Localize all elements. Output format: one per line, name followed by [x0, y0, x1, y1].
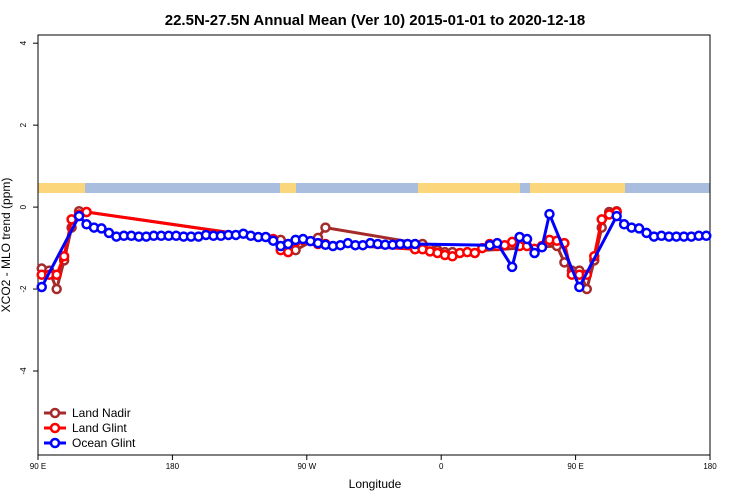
- x-tick-label: 180: [166, 462, 180, 471]
- chart-title: 22.5N-27.5N Annual Mean (Ver 10) 2015-01…: [165, 12, 585, 29]
- data-point: [282, 246, 294, 258]
- data-point: [320, 222, 331, 233]
- series-line: [40, 209, 707, 291]
- x-tick-label: 0: [439, 462, 444, 471]
- data-point: [574, 281, 585, 293]
- y-tick-label: 2: [19, 122, 28, 127]
- data-point: [491, 237, 503, 249]
- y-tick-label: -4: [19, 367, 28, 375]
- legend-marker: [49, 437, 61, 449]
- data-point: [51, 269, 62, 280]
- y-axis-label: XCO2 - MLO trend (ppm): [0, 178, 13, 313]
- legend-label: Land Nadir: [72, 406, 131, 420]
- data-point: [596, 214, 607, 225]
- data-point: [409, 238, 421, 250]
- data-point: [96, 223, 107, 234]
- data-point: [506, 261, 518, 273]
- x-tick-label: 90 E: [30, 462, 46, 471]
- data-point: [701, 230, 712, 242]
- data-point: [633, 223, 645, 234]
- x-tick-label: 180: [703, 462, 717, 471]
- data-point: [521, 233, 533, 245]
- data-point: [81, 206, 92, 218]
- x-tick-label: 90 W: [297, 462, 316, 471]
- legend-label: Ocean Glint: [72, 436, 136, 450]
- legend-marker: [49, 422, 61, 434]
- data-point: [267, 235, 279, 246]
- data-point: [536, 242, 548, 253]
- data-point: [544, 208, 555, 220]
- x-axis-label: Longitude: [349, 477, 402, 491]
- data-point: [469, 247, 481, 259]
- y-tick-label: 0: [19, 204, 28, 209]
- data-point: [282, 238, 294, 250]
- land-mask-strip: [38, 183, 710, 193]
- y-tick-label: -2: [19, 285, 28, 293]
- series: [36, 208, 712, 293]
- data-point: [529, 247, 540, 259]
- y-tick-label: 4: [19, 40, 28, 45]
- legend-label: Land Glint: [72, 421, 127, 435]
- x-tick-label: 90 E: [567, 462, 583, 471]
- data-point: [506, 236, 518, 248]
- legend-marker: [49, 407, 61, 419]
- data-point: [36, 281, 47, 293]
- plot-frame: [37, 34, 711, 456]
- data-point: [611, 210, 622, 222]
- data-point: [51, 283, 62, 295]
- data-point: [73, 210, 85, 222]
- data-point: [58, 251, 70, 262]
